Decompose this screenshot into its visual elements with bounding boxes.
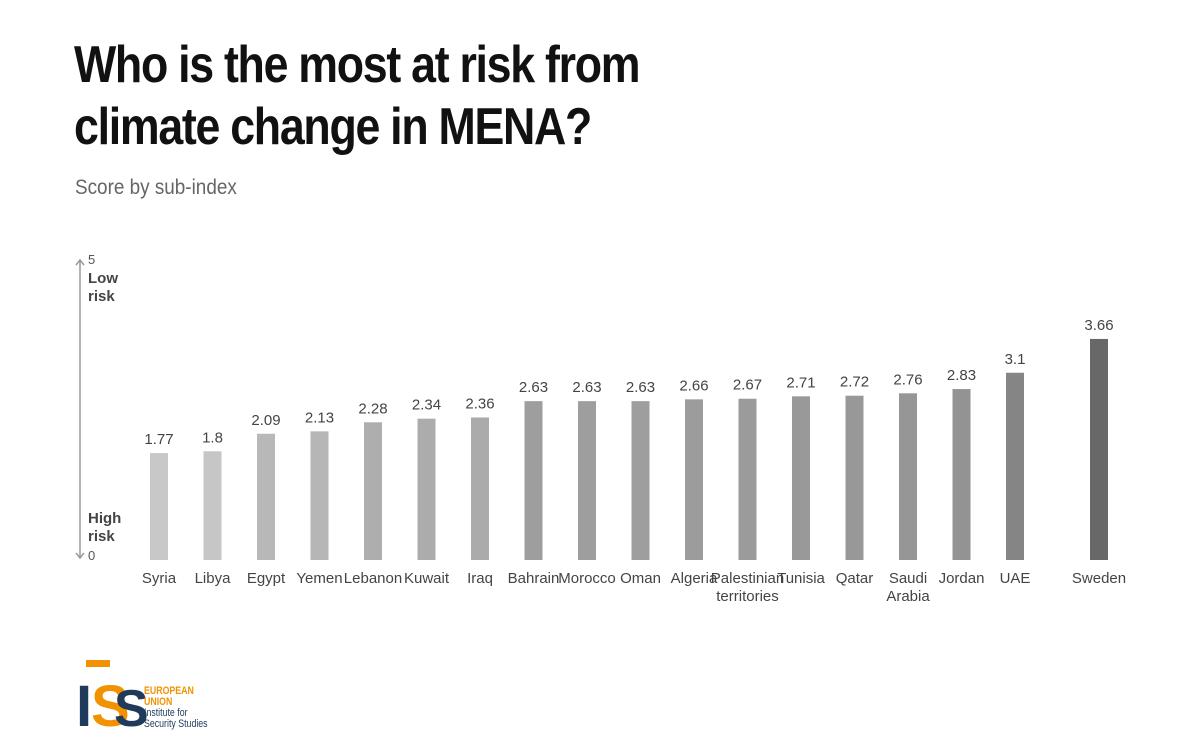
category-label-9-0: Oman <box>620 570 661 587</box>
y-tick-top: 5 <box>88 252 95 267</box>
low-risk-label-line-2: risk <box>88 288 115 305</box>
iss-logo: I S S <box>76 660 149 736</box>
category-label-7-0: Bahrain <box>508 570 560 587</box>
chart-subtitle: Score by sub-index <box>75 176 237 199</box>
logo-orange-bar <box>86 660 110 667</box>
value-label-7: 2.63 <box>519 379 548 396</box>
y-axis-arrow-up <box>75 258 85 266</box>
value-label-15: 2.83 <box>947 367 976 384</box>
category-label-17-0: Sweden <box>1072 570 1126 587</box>
category-label-5-0: Kuwait <box>404 570 450 587</box>
bar-7 <box>524 401 543 560</box>
category-label-2-0: Egypt <box>247 570 286 587</box>
logo-iss-line-2: Security Studies <box>144 718 208 730</box>
value-label-3: 2.13 <box>305 409 334 426</box>
bar-0 <box>150 453 168 560</box>
bar-8 <box>578 401 596 560</box>
bar-2 <box>257 433 275 560</box>
bar-1 <box>203 451 222 560</box>
category-label-16-0: UAE <box>1000 570 1031 587</box>
category-label-11-0: Palestinian <box>711 570 784 587</box>
high-risk-label-line-2: risk <box>88 528 115 545</box>
bar-13 <box>845 395 864 560</box>
title-line-2: climate change in MENA? <box>74 98 592 156</box>
bar-chart: 50LowriskHighrisk1.77Syria1.8Libya2.09Eg… <box>75 252 1126 605</box>
bar-5 <box>417 418 436 560</box>
chart-title: Who is the most at risk from climate cha… <box>74 34 728 158</box>
value-label-0: 1.77 <box>144 431 173 448</box>
bar-12 <box>792 396 810 560</box>
bar-10 <box>685 399 703 560</box>
value-label-12: 2.71 <box>786 374 815 391</box>
logo-eu-line-1: EUROPEAN <box>144 685 194 697</box>
category-label-0-0: Syria <box>142 570 177 587</box>
value-label-1: 1.8 <box>202 429 223 446</box>
category-label-13-0: Qatar <box>836 570 874 587</box>
value-label-4: 2.28 <box>358 400 387 417</box>
category-label-1-0: Libya <box>195 570 232 587</box>
high-risk-label-line-1: High <box>88 510 121 527</box>
category-label-12-0: Tunisia <box>777 570 825 587</box>
title-line-1: Who is the most at risk from <box>74 36 640 94</box>
value-label-16: 3.1 <box>1005 351 1026 368</box>
category-label-14-0: Saudi <box>889 570 927 587</box>
y-axis-arrow-down <box>75 552 85 560</box>
bar-16 <box>1006 372 1024 560</box>
logo-eu-line-2: UNION <box>144 696 173 708</box>
value-label-17: 3.66 <box>1084 317 1113 334</box>
category-label-6-0: Iraq <box>467 570 493 587</box>
bar-3 <box>310 431 329 560</box>
value-label-2: 2.09 <box>251 412 280 429</box>
bar-14 <box>899 393 917 560</box>
category-label-11-1: territories <box>716 588 779 605</box>
y-tick-bottom: 0 <box>88 548 95 563</box>
logo-letter-i: I <box>76 674 92 736</box>
bar-17 <box>1090 338 1108 560</box>
logo-letter-s1: S <box>91 674 130 736</box>
value-label-5: 2.34 <box>412 397 441 414</box>
logo-iss-line-1: Institute for <box>144 707 188 719</box>
low-risk-label-line-1: Low <box>88 270 118 287</box>
bar-15 <box>952 389 971 560</box>
logo-letter-s2: S <box>114 680 149 736</box>
category-label-8-0: Morocco <box>558 570 616 587</box>
category-label-3-0: Yemen <box>296 570 342 587</box>
value-label-11: 2.67 <box>733 377 762 394</box>
category-label-10-0: Algeria <box>671 570 718 587</box>
category-label-4-0: Lebanon <box>344 570 402 587</box>
category-label-15-0: Jordan <box>939 570 985 587</box>
value-label-10: 2.66 <box>679 377 708 394</box>
logo-wordmark: EUROPEAN UNION Institute for Security St… <box>144 686 208 730</box>
value-label-6: 2.36 <box>465 395 494 412</box>
value-label-8: 2.63 <box>572 379 601 396</box>
bar-6 <box>471 417 489 560</box>
value-label-14: 2.76 <box>893 371 922 388</box>
bar-9 <box>631 401 650 560</box>
value-label-9: 2.63 <box>626 379 655 396</box>
value-label-13: 2.72 <box>840 374 869 391</box>
category-label-14-1: Arabia <box>886 588 930 605</box>
bar-4 <box>364 422 382 560</box>
bar-11 <box>738 398 757 560</box>
